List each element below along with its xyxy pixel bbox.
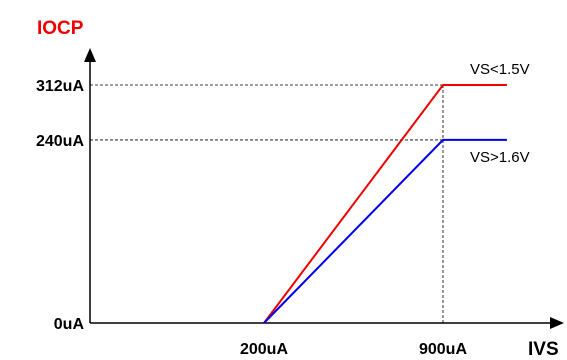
guide-lines: [90, 84, 444, 323]
series-line-1: [263, 84, 507, 324]
series-line-2: [263, 138, 507, 324]
series-label-2: VS>1.6V: [470, 149, 530, 166]
y-axis-title: IOCP: [37, 18, 84, 39]
y-tick-label-3: 312uA: [36, 78, 84, 95]
series-label-1: VS<1.5V: [470, 61, 530, 78]
x-tick-label-2: 900uA: [419, 341, 467, 358]
series-layer: VS<1.5V VS>1.6V: [263, 61, 530, 324]
x-axis-title: IVS: [528, 339, 559, 360]
x-tick-label-1: 200uA: [240, 341, 288, 358]
x-axis-arrow: [550, 317, 564, 329]
y-axis-arrow: [84, 48, 96, 62]
tick-layer: 0uA 240uA 312uA 200uA 900uA: [36, 78, 467, 358]
y-tick-label-1: 0uA: [54, 316, 85, 333]
y-tick-label-2: 240uA: [36, 133, 84, 150]
